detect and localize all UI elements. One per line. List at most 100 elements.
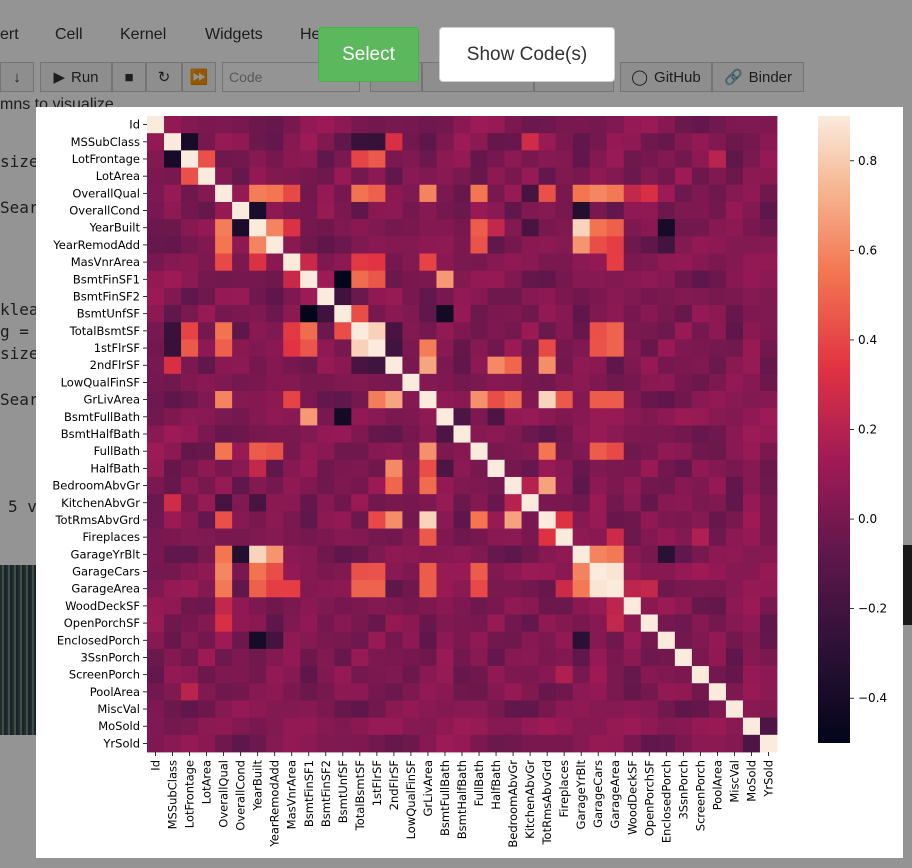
heatmap-cell bbox=[147, 356, 165, 375]
heatmap-cell bbox=[725, 734, 744, 753]
github-button[interactable]: ◯ GitHub bbox=[620, 62, 712, 92]
y-tick-label: MSSubClass bbox=[71, 135, 140, 149]
binder-button[interactable]: 🔗 Binder bbox=[712, 62, 804, 92]
heatmap-cell bbox=[317, 700, 335, 719]
heatmap-cell bbox=[521, 270, 540, 289]
heatmap-cell bbox=[606, 236, 625, 254]
heatmap-cell bbox=[351, 511, 369, 529]
heatmap-cell bbox=[419, 150, 437, 168]
heatmap-cell bbox=[487, 184, 505, 203]
heatmap-cell bbox=[368, 408, 386, 426]
run-button[interactable]: ▶ Run bbox=[40, 62, 112, 92]
cell-text: klea bbox=[0, 300, 39, 319]
heatmap-cell bbox=[164, 356, 182, 375]
heatmap-cell bbox=[385, 270, 403, 289]
heatmap-cell bbox=[640, 562, 659, 581]
heatmap-cell bbox=[674, 700, 693, 719]
heatmap-cell bbox=[606, 683, 625, 701]
heatmap-cell bbox=[674, 648, 693, 667]
heatmap-cell bbox=[674, 270, 693, 289]
heatmap-cell bbox=[283, 494, 301, 512]
heatmap-cell bbox=[419, 116, 437, 134]
heatmap-cell bbox=[691, 219, 710, 237]
x-tick-label: Fireplaces bbox=[557, 760, 571, 817]
heatmap-cell bbox=[334, 734, 352, 753]
heatmap-cell bbox=[402, 597, 420, 615]
run-all-button[interactable]: ⏩ bbox=[182, 62, 216, 92]
heatmap-cell bbox=[521, 287, 540, 306]
heatmap-cell bbox=[640, 442, 659, 461]
heatmap-cell bbox=[436, 322, 454, 340]
heatmap-cell bbox=[657, 631, 676, 650]
heatmap-cell bbox=[521, 305, 540, 323]
heatmap-cell bbox=[759, 253, 778, 272]
heatmap-cell bbox=[691, 545, 710, 564]
heatmap-cell bbox=[470, 442, 488, 461]
heatmap-cell bbox=[249, 408, 267, 426]
heatmap-cell bbox=[317, 580, 335, 598]
heatmap-cell bbox=[487, 253, 505, 272]
heatmap-cell bbox=[215, 287, 233, 306]
heatmap-cell bbox=[572, 425, 591, 443]
heatmap-cell bbox=[742, 270, 761, 289]
heatmap-cell bbox=[249, 666, 267, 684]
menu-help[interactable]: He bbox=[300, 26, 321, 43]
restart-button[interactable]: ↻ bbox=[146, 62, 182, 92]
heatmap-cell bbox=[164, 580, 182, 598]
heatmap-cell bbox=[453, 339, 471, 358]
heatmap-cell bbox=[708, 734, 727, 753]
heatmap-cell bbox=[283, 700, 301, 719]
heatmap-cell bbox=[385, 391, 403, 409]
menu-kernel[interactable]: Kernel bbox=[120, 26, 167, 43]
heatmap-cell bbox=[742, 717, 761, 736]
heatmap-cell bbox=[538, 425, 557, 443]
heatmap-cell bbox=[419, 167, 437, 186]
heatmap-cell bbox=[436, 305, 454, 323]
heatmap-cell bbox=[334, 408, 352, 426]
heatmap-cell bbox=[249, 253, 267, 272]
heatmap-cell bbox=[453, 408, 471, 426]
run-label: Run bbox=[71, 68, 99, 86]
heatmap-cell bbox=[283, 666, 301, 684]
heatmap-cell bbox=[385, 700, 403, 719]
select-button[interactable]: Select bbox=[318, 27, 419, 82]
heatmap-cell bbox=[606, 116, 625, 134]
heatmap-cell bbox=[606, 528, 625, 547]
heatmap-cell bbox=[589, 219, 608, 237]
menu-insert[interactable]: ert bbox=[0, 26, 19, 43]
menu-cell[interactable]: Cell bbox=[55, 26, 83, 43]
heatmap-cell bbox=[623, 287, 642, 306]
heatmap-cell bbox=[334, 219, 352, 237]
heatmap-cell bbox=[640, 391, 659, 409]
heatmap-cell bbox=[215, 459, 233, 478]
heatmap-cell bbox=[538, 459, 557, 478]
heatmap-cell bbox=[385, 305, 403, 323]
heatmap-cell bbox=[572, 253, 591, 272]
heatmap-cell bbox=[419, 236, 437, 254]
heatmap-cell bbox=[215, 631, 233, 650]
heatmap-cell bbox=[589, 167, 608, 186]
heatmap-cell bbox=[453, 253, 471, 272]
move-down-button[interactable]: ↓ bbox=[0, 62, 34, 92]
y-tick-label: BsmtFullBath bbox=[64, 410, 140, 424]
fast-forward-icon: ⏩ bbox=[189, 69, 209, 86]
heatmap-cell bbox=[402, 356, 420, 375]
heatmap-cell bbox=[470, 270, 488, 289]
heatmap-cell bbox=[232, 270, 250, 289]
heatmap-cell bbox=[759, 116, 778, 134]
heatmap-cell bbox=[317, 184, 335, 203]
heatmap-cell bbox=[232, 734, 250, 753]
heatmap-cell bbox=[606, 734, 625, 753]
heatmap-cell bbox=[402, 305, 420, 323]
heatmap-cell bbox=[215, 562, 233, 581]
heatmap-cell bbox=[657, 666, 676, 684]
heatmap-cell bbox=[334, 442, 352, 461]
show-code-button[interactable]: Show Code(s) bbox=[439, 27, 615, 82]
heatmap-cell bbox=[555, 219, 574, 237]
heatmap-cell bbox=[521, 494, 540, 512]
heatmap-cell bbox=[419, 476, 437, 495]
heatmap-cell bbox=[368, 717, 386, 736]
stop-button[interactable]: ■ bbox=[112, 62, 146, 92]
y-tick-label: HalfBath bbox=[90, 461, 140, 475]
menu-widgets[interactable]: Widgets bbox=[205, 26, 263, 43]
